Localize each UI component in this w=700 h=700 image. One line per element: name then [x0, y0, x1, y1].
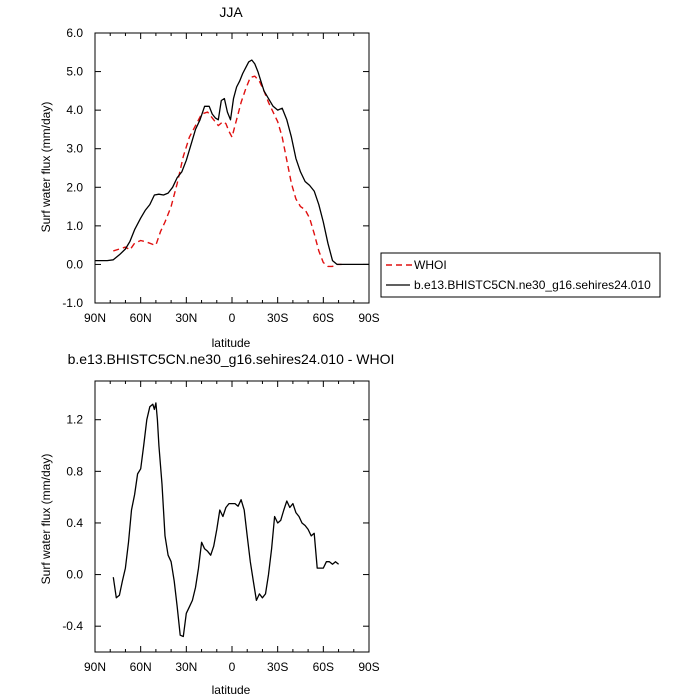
top-x-ticks: 90N 60N 30N 0 30S 60S 90S	[84, 33, 380, 325]
bottom-y-axis-label: Surf water flux (mm/day)	[39, 454, 53, 585]
x-tick-label: 30S	[267, 660, 288, 674]
x-tick-label: 90S	[358, 660, 379, 674]
y-tick-label: 2.0	[66, 180, 83, 194]
legend-label-whoi: WHOI	[414, 258, 447, 272]
y-tick-label: 0.0	[66, 257, 83, 271]
bottom-plot-frame	[94, 380, 370, 653]
series-line-b-e13-bhistc5cn-ne30-g16-sehir	[95, 59, 369, 266]
legend-box	[380, 252, 661, 298]
y-tick-label: 4.0	[66, 103, 83, 117]
x-tick-label: 0	[229, 660, 236, 674]
x-tick-label: 30S	[267, 311, 288, 325]
panel-bottom: b.e13.BHISTC5CN.ne30_g16.sehires24.010 -…	[39, 351, 394, 697]
x-tick-label: 30N	[175, 660, 197, 674]
y-tick-label: 0.4	[66, 516, 83, 530]
bottom-series	[112, 402, 340, 638]
y-tick-label: -1.0	[62, 296, 83, 310]
bottom-x-axis-label: latitude	[212, 683, 251, 697]
y-tick-label: -0.4	[62, 619, 83, 633]
bottom-y-ticks: -0.4 0.0 0.4 0.8 1.2	[62, 413, 369, 633]
x-tick-label: 60S	[313, 311, 334, 325]
top-x-axis-label: latitude	[212, 336, 251, 350]
top-series	[95, 59, 369, 268]
series-line-whoi	[113, 75, 342, 268]
y-tick-label: 1.0	[66, 219, 83, 233]
y-tick-label: 1.2	[66, 413, 83, 427]
x-tick-label: 60S	[313, 660, 334, 674]
y-tick-label: 3.0	[66, 142, 83, 156]
top-y-axis-label: Surf water flux (mm/day)	[39, 102, 53, 233]
x-tick-label: 90S	[358, 311, 379, 325]
y-tick-label: 6.0	[66, 26, 83, 40]
top-y-ticks: -1.0 0.0 1.0 2.0 3.0 4.0 5.0 6.0	[62, 26, 369, 310]
series-line-diff	[112, 402, 340, 638]
top-plot-frame	[94, 32, 370, 304]
x-tick-label: 90N	[84, 660, 106, 674]
y-tick-label: 5.0	[66, 65, 83, 79]
x-tick-label: 60N	[130, 311, 152, 325]
bottom-x-ticks: 90N 60N 30N 0 30S 60S 90S	[84, 381, 380, 674]
x-tick-label: 90N	[84, 311, 106, 325]
top-chart-title: JJA	[219, 4, 243, 20]
x-tick-label: 60N	[130, 660, 152, 674]
legend-label-model: b.e13.BHISTC5CN.ne30_g16.sehires24.010	[414, 278, 651, 292]
bottom-chart-title: b.e13.BHISTC5CN.ne30_g16.sehires24.010 -…	[68, 351, 395, 367]
x-tick-label: 0	[229, 311, 236, 325]
y-tick-label: 0.8	[66, 464, 83, 478]
panel-top: JJA Surf water flux (mm/day) latitude 90…	[39, 4, 380, 350]
y-tick-label: 0.0	[66, 568, 83, 582]
legend: WHOI b.e13.BHISTC5CN.ne30_g16.sehires24.…	[380, 252, 661, 298]
x-tick-label: 30N	[175, 311, 197, 325]
